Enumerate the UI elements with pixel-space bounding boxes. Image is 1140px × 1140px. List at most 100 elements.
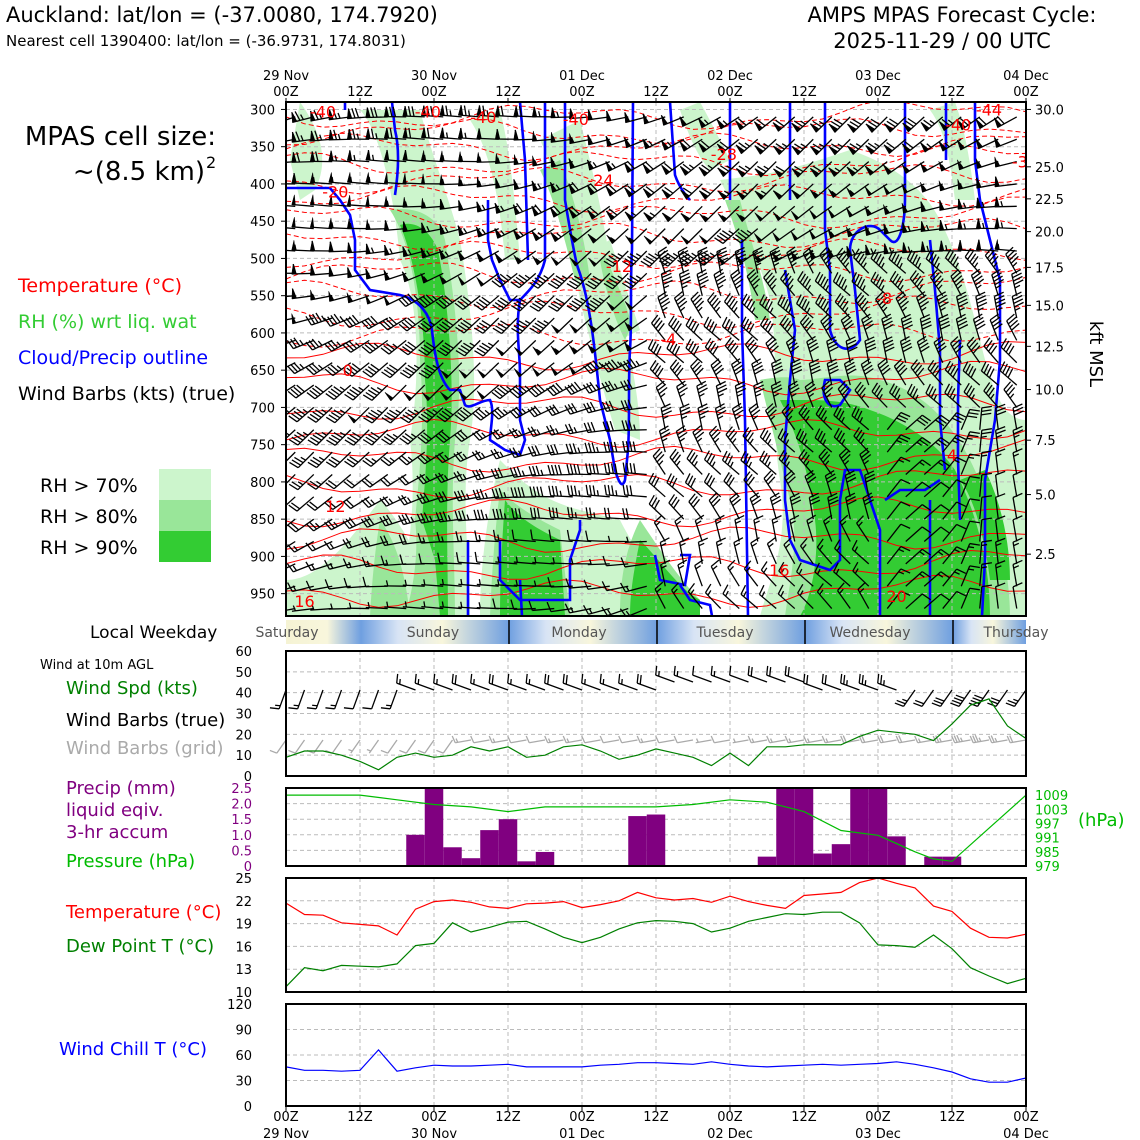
barb-full [325, 482, 335, 490]
barb-full [404, 513, 411, 524]
barb-half [293, 545, 299, 551]
barb-staff [349, 518, 370, 530]
barb-full [861, 674, 864, 685]
surface-wind-barb-true [269, 689, 287, 710]
barb-half [348, 296, 353, 302]
barb-staff [286, 563, 296, 574]
barb-full [473, 303, 483, 311]
barb-half [1000, 200, 1004, 207]
barb-full [367, 128, 371, 139]
barb-full [550, 464, 555, 476]
barb-full [273, 458, 282, 467]
upper-wind-barb [365, 128, 388, 140]
barb-full [425, 294, 435, 303]
barb-half [404, 201, 408, 208]
upper-wind-barb [289, 451, 315, 469]
surface-wind-barb-true [325, 689, 343, 710]
barb-pennant [495, 368, 504, 378]
upper-wind-barb [564, 402, 592, 415]
location-title: Auckland: lat/lon = (-37.0080, 174.7920) [6, 3, 438, 27]
upper-wind-barb [402, 601, 425, 610]
barb-full [656, 454, 665, 463]
barb-staff [348, 540, 370, 549]
barb-half [1012, 262, 1018, 267]
barb-staff [291, 607, 314, 612]
upper-wind-barb [344, 429, 370, 446]
upper-wind-barb [381, 429, 407, 446]
barb-full [362, 576, 367, 587]
upper-wind-barb [439, 223, 462, 235]
barb-staff [312, 339, 333, 351]
barb-half [389, 457, 395, 462]
barb-half [681, 284, 688, 289]
barb-half [680, 306, 686, 312]
barb-full [710, 559, 720, 567]
barb-staff [314, 384, 333, 400]
barb-full [510, 281, 520, 289]
upper-wind-barb [307, 406, 333, 423]
barb-half [286, 431, 290, 436]
barb-full [622, 440, 626, 452]
barb-full [328, 479, 338, 487]
barb-full [744, 336, 753, 345]
barb-staff [422, 496, 444, 505]
time-hour-label: 00Z [421, 85, 447, 100]
upper-wind-barb [286, 272, 296, 274]
upper-wind-barb [273, 451, 296, 469]
barb-half [411, 433, 417, 438]
barb-full [345, 342, 355, 351]
barb-staff [313, 362, 333, 376]
barb-full [476, 509, 481, 520]
barb-full [364, 497, 373, 507]
barb-full [328, 265, 334, 276]
surface-wind-barb-grid [784, 735, 805, 744]
barb-full [276, 336, 281, 346]
upper-wind-barb [649, 360, 666, 386]
barb-full [305, 341, 313, 351]
time-hour-label: 00Z [717, 85, 743, 100]
upper-wind-barb [809, 116, 833, 133]
barb-half [442, 155, 445, 161]
barb-full [276, 456, 285, 465]
pressure-tick-label: 800 [250, 476, 275, 491]
barb-full [576, 464, 581, 475]
barb-half [432, 409, 438, 414]
barb-half [543, 320, 549, 325]
barb-full [269, 564, 275, 574]
barb-half [321, 315, 326, 321]
barb-full [291, 112, 298, 122]
barb-full [491, 280, 501, 288]
barb-half [751, 542, 758, 547]
barb-full [475, 430, 484, 440]
barb-half [318, 456, 325, 461]
upper-wind-barb [416, 294, 444, 309]
upper-wind-barb [291, 217, 314, 230]
barb-pennant [310, 194, 315, 205]
barb-full [286, 563, 294, 573]
barb-full [426, 127, 430, 139]
upper-wind-barb [708, 492, 722, 520]
upper-wind-barb [421, 197, 444, 209]
barb-full [330, 456, 341, 464]
upper-wind-barb [420, 150, 444, 163]
barb-full [439, 223, 446, 234]
time-hour-label: 12Z [347, 85, 373, 100]
barb-staff [529, 739, 546, 744]
barb-full [516, 466, 522, 477]
barb-full [344, 460, 354, 468]
barb-full [323, 317, 331, 327]
barb-full [420, 434, 430, 442]
upper-wind-barb [730, 358, 745, 386]
barb-half [331, 222, 334, 229]
barb-full [473, 509, 478, 520]
upper-wind-barb [417, 317, 444, 333]
barb-full [445, 105, 449, 116]
barb-full [380, 707, 391, 710]
barb-staff [407, 429, 426, 445]
barb-half [973, 262, 979, 268]
barb-full [309, 110, 316, 121]
barb-full [401, 321, 411, 330]
barb-half [662, 306, 668, 312]
barb-staff [388, 339, 407, 355]
upper-wind-barb [286, 295, 296, 299]
